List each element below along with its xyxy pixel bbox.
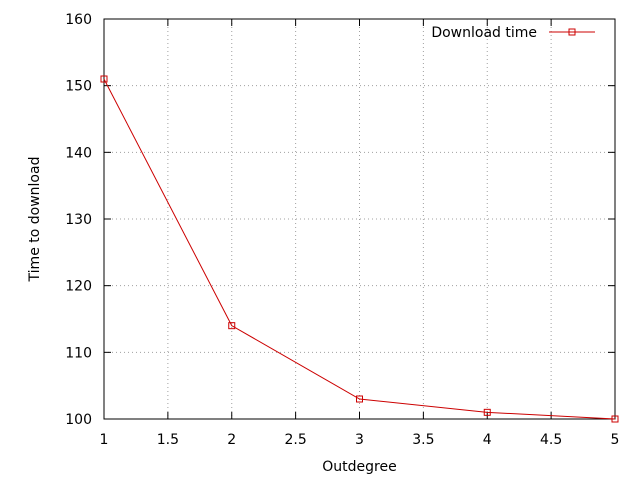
x-tick-label: 5: [611, 432, 620, 448]
y-tick-label: 120: [65, 279, 92, 295]
y-tick-labels: 100 110 120 130 140 150 160: [65, 12, 92, 428]
x-tick-label: 4.5: [540, 432, 562, 448]
y-tick-label: 140: [65, 145, 92, 161]
data-point: [483, 408, 491, 416]
data-point: [100, 75, 108, 83]
x-tick-label: 2.5: [284, 432, 306, 448]
x-tick-labels: 1 1.5 2 2.5 3 3.5 4 4.5 5: [100, 432, 620, 448]
y-tick-label: 150: [65, 79, 92, 95]
legend-label: Download time: [431, 25, 537, 41]
y-axis-title: Time to download: [27, 157, 43, 283]
y-tick-label: 160: [65, 12, 92, 28]
x-tick-label: 2: [227, 432, 236, 448]
x-tick-label: 1: [100, 432, 109, 448]
data-point: [611, 415, 619, 423]
series: [100, 75, 619, 423]
x-tick-label: 4: [483, 432, 492, 448]
data-point: [228, 322, 236, 330]
x-tick-label: 3: [355, 432, 364, 448]
y-tick-label: 130: [65, 212, 92, 228]
series-line: [103, 78, 616, 420]
x-tick-label: 1.5: [157, 432, 179, 448]
x-axis-title: Outdegree: [322, 459, 396, 475]
data-point: [356, 395, 363, 403]
x-tick-label: 3.5: [412, 432, 434, 448]
y-tick-label: 100: [65, 412, 92, 428]
legend: Download time: [431, 25, 595, 41]
legend-marker: [568, 28, 576, 36]
grid: [104, 19, 615, 419]
y-tick-label: 110: [65, 345, 92, 361]
